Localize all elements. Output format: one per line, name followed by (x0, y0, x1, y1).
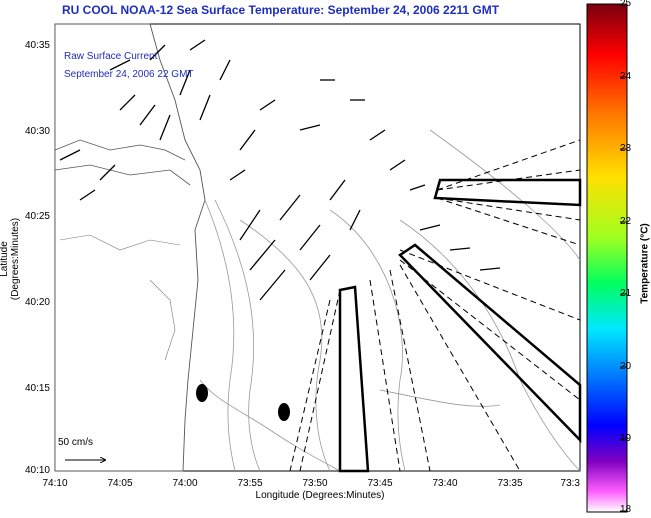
colorbar-tick-label: 21 (620, 288, 632, 299)
y-tick: 40:10 (24, 465, 50, 476)
x-tick: 74:00 (172, 478, 198, 489)
coastline-inlet (54, 139, 186, 161)
colorbar-ticks (620, 3, 627, 512)
x-tick: 73:35 (497, 478, 523, 489)
surface-current-vectors (59, 39, 501, 301)
y-tick: 40:15 (24, 383, 50, 394)
x-tick: 73:55 (237, 478, 263, 489)
y-tick: 40:25 (24, 211, 50, 222)
colorbar-tick-label: 23 (620, 143, 632, 154)
y-tick: 40:30 (24, 126, 50, 137)
scale-label: 50 cm/s (58, 437, 94, 448)
x-axis-label: Longitude (Degrees:Minutes) (255, 490, 385, 501)
colorbar-tick-label: 18 (620, 504, 632, 515)
colorbar-tick-label: 20 (620, 361, 632, 372)
x-tick: 74:05 (107, 478, 133, 489)
colorbar (586, 3, 628, 513)
x-tick: 73:3 (560, 478, 580, 489)
y-tick: 40:35 (24, 40, 50, 51)
legend-current-type: Raw Surface Current (64, 51, 158, 62)
colorbar-tick-label: 25 (620, 0, 632, 9)
map-title: RU COOL NOAA-12 Sea Surface Temperature:… (62, 3, 500, 17)
colorbar-label: Temperature (°C) (639, 223, 651, 304)
colorbar-tick-label: 22 (620, 216, 632, 227)
colorbar-tick-label: 19 (620, 433, 632, 444)
colorbar-tick-label: 24 (620, 71, 632, 82)
land-mass (54, 23, 206, 472)
marker-dot-1 (196, 384, 208, 402)
x-tick: 74:10 (42, 478, 68, 489)
legend-current-date: September 24, 2006 22 GMT (64, 69, 194, 80)
x-tick: 73:50 (302, 478, 328, 489)
survey-boxes (338, 178, 582, 473)
y-tick: 40:20 (24, 297, 50, 308)
x-tick: 73:45 (367, 478, 393, 489)
x-tick: 73:40 (432, 478, 458, 489)
radar-beam-lines (289, 139, 581, 472)
marker-dot-2 (278, 403, 290, 421)
